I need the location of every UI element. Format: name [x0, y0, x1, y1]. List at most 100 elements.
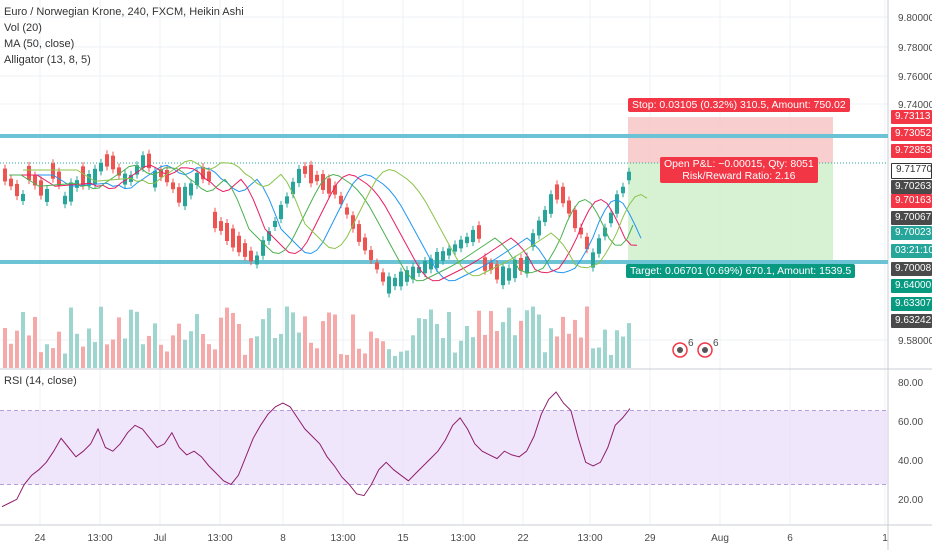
- volume-bar: [27, 335, 31, 368]
- volume-bar: [465, 325, 469, 368]
- candle: [297, 168, 301, 184]
- volume-bar: [297, 332, 301, 368]
- alligator-jaw-line: [17, 164, 642, 282]
- volume-bar: [501, 322, 505, 368]
- volume-bar: [591, 348, 595, 368]
- candle: [459, 239, 463, 249]
- volume-bar: [615, 330, 619, 368]
- volume-bar: [195, 314, 199, 368]
- candle: [153, 170, 157, 188]
- candle: [513, 259, 517, 279]
- price-tag: 9.63242: [891, 314, 932, 328]
- chart-legend: Euro / Norwegian Krone, 240, FXCM, Heiki…: [4, 4, 244, 68]
- price-axis-label: 9.80000: [898, 13, 932, 24]
- symbol-title[interactable]: Euro / Norwegian Krone, 240, FXCM, Heiki…: [4, 6, 244, 18]
- rsi-legend-label[interactable]: RSI (14, close): [4, 375, 77, 387]
- volume-bar: [183, 339, 187, 368]
- candle: [417, 266, 421, 274]
- volume-bar: [285, 306, 289, 368]
- candle: [423, 260, 427, 274]
- volume-bar: [93, 341, 97, 368]
- volume-bar: [585, 306, 589, 368]
- volume-bar: [537, 314, 541, 368]
- candle: [429, 258, 433, 270]
- candle: [309, 164, 313, 184]
- volume-bar: [441, 338, 445, 368]
- price-tag: 9.70067: [891, 211, 932, 225]
- volume-bar: [261, 319, 265, 368]
- volume-bar: [21, 312, 25, 368]
- volume-bar: [489, 311, 493, 368]
- price-axis-label: 9.78000: [898, 43, 932, 54]
- alligator-indicator-label[interactable]: Alligator (13, 8, 5): [4, 54, 91, 66]
- volume-bar: [177, 323, 181, 368]
- volume-bar: [423, 319, 427, 368]
- volume-bar: [237, 323, 241, 368]
- candle: [327, 178, 331, 194]
- candle: [447, 248, 451, 256]
- candle: [603, 227, 607, 237]
- time-axis-label: 13:00: [450, 533, 475, 544]
- volume-bar: [573, 319, 577, 368]
- candle: [285, 196, 289, 204]
- candle: [597, 238, 601, 254]
- volume-bar: [81, 346, 85, 368]
- volume-bar: [363, 353, 367, 368]
- volume-bar: [75, 333, 79, 368]
- volume-bar: [117, 317, 121, 368]
- vol-indicator-label[interactable]: Vol (20): [4, 22, 42, 34]
- time-axis-label: 13:00: [87, 533, 112, 544]
- ma-indicator-label[interactable]: MA (50, close): [4, 38, 75, 50]
- risk-reward-text: Risk/Reward Ratio: 2.16: [682, 170, 796, 182]
- volume-bar: [327, 312, 331, 368]
- candle: [171, 182, 175, 190]
- candle: [261, 240, 265, 256]
- volume-bar: [309, 342, 313, 368]
- candle: [339, 195, 343, 205]
- candle: [9, 178, 13, 187]
- price-tag: 9.70023: [891, 226, 932, 240]
- volume-bar: [87, 328, 91, 368]
- volume-bar: [123, 338, 127, 368]
- candle: [471, 229, 475, 243]
- volume-bar: [105, 344, 109, 368]
- candle: [609, 212, 613, 224]
- candle: [579, 227, 583, 235]
- volume-bar: [603, 329, 607, 368]
- candle: [621, 186, 625, 194]
- volume-bar: [399, 351, 403, 368]
- volume-bar: [483, 334, 487, 368]
- candle: [627, 171, 631, 181]
- candle: [111, 155, 115, 170]
- rsi-axis-label: 60.00: [898, 417, 923, 428]
- volume-bar: [99, 306, 103, 368]
- event-badge-dot: [677, 347, 683, 353]
- volume-bar: [147, 335, 151, 368]
- volume-bar: [555, 336, 559, 368]
- time-axis-label: 22: [517, 533, 529, 544]
- candle: [405, 270, 409, 282]
- candle: [243, 243, 247, 257]
- volume-bar: [543, 352, 547, 368]
- volume-bar: [201, 334, 205, 368]
- volume-bar: [507, 307, 511, 368]
- candle: [219, 221, 223, 231]
- candle: [477, 225, 481, 239]
- volume-bar: [249, 338, 253, 368]
- volume-bar: [213, 349, 217, 368]
- alligator-lips-line: [9, 164, 634, 282]
- rsi-axis-label: 40.00: [898, 456, 923, 467]
- volume-bar: [477, 310, 481, 368]
- candle: [255, 255, 259, 265]
- candle: [315, 174, 319, 182]
- candle: [375, 262, 379, 270]
- volume-bar: [321, 321, 325, 368]
- volume-bar: [519, 320, 523, 368]
- candle: [357, 224, 361, 242]
- volume-bar: [357, 348, 361, 368]
- volume-bar: [525, 310, 529, 368]
- resistance-level-line: [0, 134, 888, 138]
- candle: [207, 171, 211, 182]
